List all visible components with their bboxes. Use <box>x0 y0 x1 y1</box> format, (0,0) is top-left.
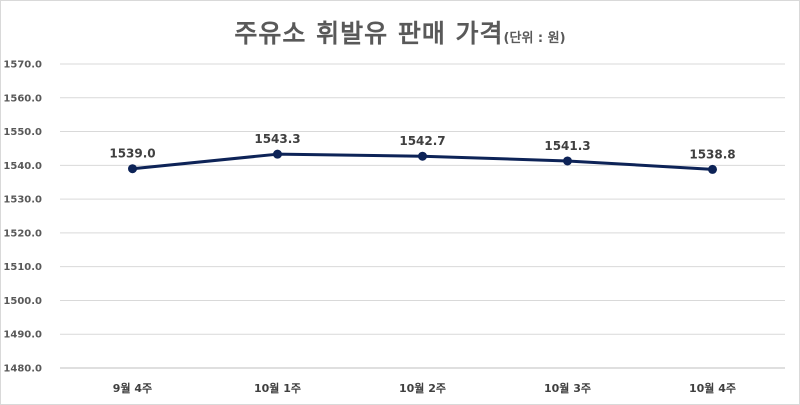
data-label: 1541.3 <box>544 139 590 153</box>
data-label: 1539.0 <box>109 147 155 161</box>
y-tick-label: 1560.0 <box>3 93 42 104</box>
y-tick-label: 1550.0 <box>3 127 42 138</box>
data-label: 1538.8 <box>689 147 735 161</box>
y-tick-label: 1540.0 <box>3 161 42 172</box>
y-tick-label: 1490.0 <box>3 330 42 341</box>
x-tick-label: 10월 3주 <box>544 381 591 395</box>
data-point <box>563 156 572 166</box>
chart-title: 주유소 휘발유 판매 가격(단위 : 원) <box>0 14 800 50</box>
x-tick-label: 10월 4주 <box>689 381 736 395</box>
data-point <box>273 149 282 159</box>
x-tick-label: 10월 2주 <box>399 381 446 395</box>
x-tick-label: 9월 4주 <box>113 381 152 395</box>
y-tick-label: 1480.0 <box>3 364 42 375</box>
y-tick-label: 1530.0 <box>3 195 42 206</box>
y-tick-label: 1510.0 <box>3 262 42 273</box>
data-point <box>128 164 137 174</box>
data-point <box>708 164 717 174</box>
chart-title-unit: (단위 : 원) <box>503 31 566 46</box>
chart-title-main: 주유소 휘발유 판매 가격 <box>234 19 504 48</box>
data-label: 1542.7 <box>399 134 445 148</box>
y-tick-label: 1500.0 <box>3 296 42 307</box>
x-tick-label: 10월 1주 <box>254 381 301 395</box>
y-tick-label: 1570.0 <box>3 60 42 71</box>
data-label: 1543.3 <box>254 132 300 146</box>
y-tick-label: 1520.0 <box>3 228 42 239</box>
data-point <box>418 151 427 161</box>
